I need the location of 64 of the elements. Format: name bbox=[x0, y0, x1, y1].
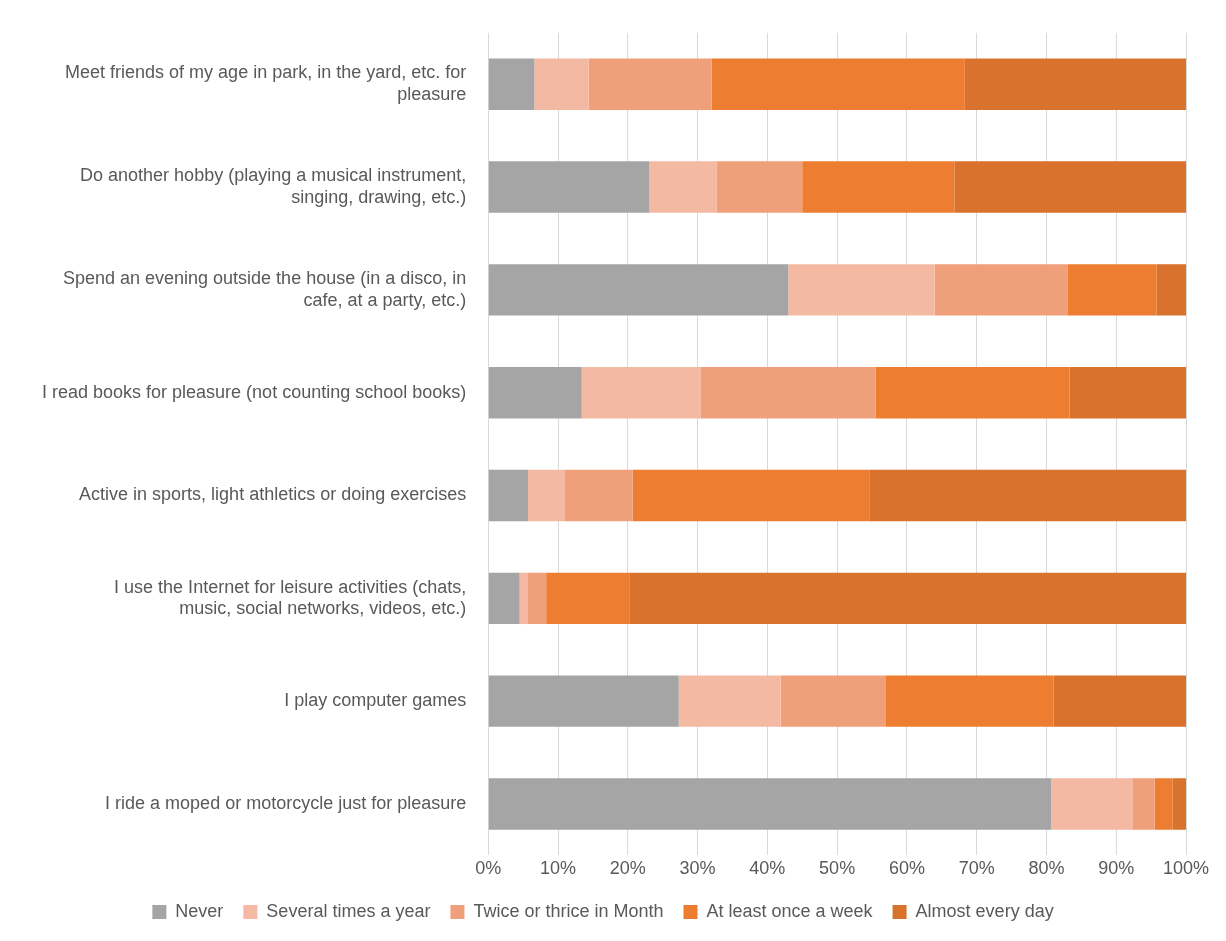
bar bbox=[711, 58, 965, 110]
bar bbox=[488, 161, 650, 213]
bar bbox=[649, 161, 717, 213]
y-tick-label: I use the Internet for leisure activities (chats, music, social networks, videos, etc.) bbox=[114, 576, 467, 619]
legend-label: Never bbox=[175, 900, 224, 921]
bar bbox=[488, 469, 529, 522]
bar bbox=[1156, 264, 1186, 316]
bar bbox=[716, 161, 803, 213]
bar bbox=[488, 572, 520, 625]
bar bbox=[885, 675, 1054, 727]
y-tick-label: Active in sports, light athletics or doing exercises bbox=[79, 484, 467, 505]
bar bbox=[1069, 366, 1186, 419]
x-tick-label: 50% bbox=[819, 858, 856, 879]
bar bbox=[488, 366, 582, 419]
bar bbox=[488, 58, 535, 110]
bar bbox=[632, 469, 870, 522]
y-tick-label: I ride a moped or motorcycle just for pleasure bbox=[105, 792, 467, 813]
bar bbox=[488, 264, 789, 316]
bar bbox=[869, 469, 1186, 522]
x-tick-label: 30% bbox=[679, 858, 716, 879]
bar bbox=[700, 366, 876, 419]
legend-label: Several times a year bbox=[266, 900, 431, 921]
bar bbox=[1051, 778, 1133, 830]
x-tick-label: 80% bbox=[1028, 858, 1065, 879]
bar bbox=[528, 469, 565, 522]
y-tick-label: Do another hobby (playing a musical instrument, singing, drawing, etc.) bbox=[80, 165, 467, 207]
bar bbox=[588, 58, 712, 110]
x-tick-label: 20% bbox=[609, 858, 646, 879]
y-tick-label: I read books for pleasure (not counting school books) bbox=[42, 381, 467, 402]
bar bbox=[1067, 264, 1157, 316]
bar bbox=[488, 778, 1052, 830]
bar bbox=[488, 675, 679, 727]
x-tick-label: 60% bbox=[888, 858, 925, 879]
bar bbox=[802, 161, 955, 213]
bar bbox=[629, 572, 1186, 625]
x-tick-label: 0% bbox=[475, 858, 502, 879]
bar bbox=[519, 572, 529, 625]
bar bbox=[1172, 778, 1186, 830]
legend-label: Twice or thrice in Month bbox=[473, 900, 664, 921]
bar bbox=[875, 366, 1070, 419]
bar bbox=[528, 572, 547, 625]
x-tick-label: 90% bbox=[1098, 858, 1135, 879]
bar bbox=[546, 572, 630, 625]
bar bbox=[964, 58, 1186, 110]
legend-label: Almost every day bbox=[915, 900, 1054, 921]
bar bbox=[678, 675, 781, 727]
bar bbox=[954, 161, 1186, 213]
legend-label: At least once a week bbox=[706, 900, 874, 921]
x-tick-label: 100% bbox=[1162, 858, 1210, 879]
x-tick-label: 40% bbox=[749, 858, 786, 879]
bar bbox=[581, 366, 701, 419]
y-tick-label: I play computer games bbox=[284, 690, 467, 711]
bar bbox=[788, 264, 935, 316]
bar bbox=[780, 675, 886, 727]
y-tick-label: Spend an evening outside the house (in a disco, in cafe, at a party, etc.) bbox=[62, 268, 467, 310]
x-tick-label: 10% bbox=[540, 858, 577, 879]
bar bbox=[534, 58, 589, 110]
bar bbox=[1132, 778, 1155, 830]
bar bbox=[1154, 778, 1173, 830]
bar bbox=[565, 469, 633, 522]
y-tick-label: Meet friends of my age in park, in the yard, etc. for pleasure bbox=[65, 62, 467, 104]
bar bbox=[1053, 675, 1186, 727]
bar bbox=[934, 264, 1068, 316]
x-tick-label: 70% bbox=[958, 858, 995, 879]
